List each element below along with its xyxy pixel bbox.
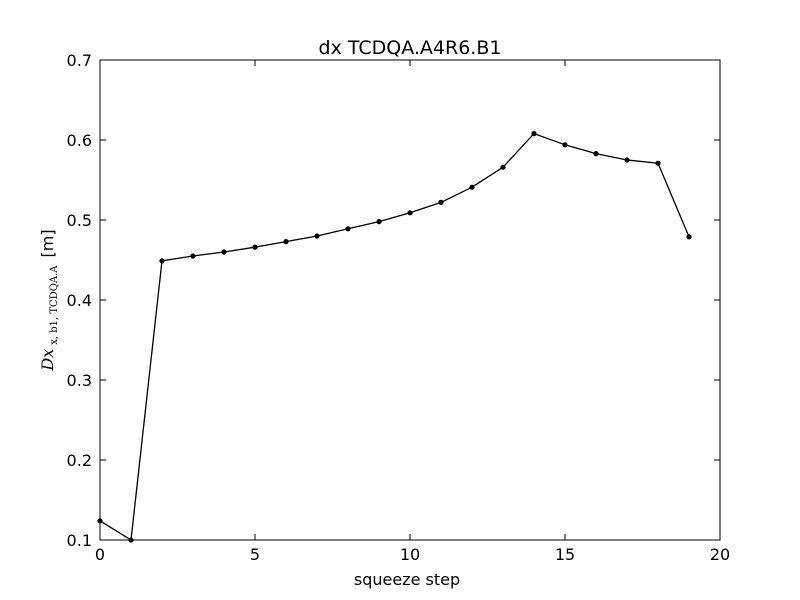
data-point [159, 258, 164, 263]
x-tick-label: 10 [400, 545, 420, 564]
y-axis-label-main: Dx [38, 349, 57, 372]
data-point [407, 210, 412, 215]
x-tick-label: 15 [555, 545, 575, 564]
data-point [469, 185, 474, 190]
y-tick-label: 0.6 [67, 131, 92, 150]
data-point [221, 249, 226, 254]
y-tick-label: 0.1 [67, 531, 92, 550]
x-tick-label: 20 [710, 545, 730, 564]
y-tick-label: 0.3 [67, 371, 92, 390]
y-tick-label: 0.5 [67, 211, 92, 230]
plot-area [100, 60, 720, 540]
data-point [562, 142, 567, 147]
data-point [283, 239, 288, 244]
data-point [593, 151, 598, 156]
y-axis-label-subscript: x, b1, TCDQA.A [49, 265, 60, 345]
data-point [376, 219, 381, 224]
data-point [686, 234, 691, 239]
data-point [190, 253, 195, 258]
data-point [655, 161, 660, 166]
data-point [500, 165, 505, 170]
chart-title: dx TCDQA.A4R6.B1 [319, 37, 502, 59]
y-tick-label: 0.4 [67, 291, 92, 310]
x-tick-label: 5 [250, 545, 260, 564]
data-point [314, 233, 319, 238]
data-point [252, 245, 257, 250]
x-tick-label: 0 [95, 545, 105, 564]
data-point [531, 131, 536, 136]
data-point [624, 157, 629, 162]
data-point [345, 226, 350, 231]
y-tick-label: 0.7 [67, 51, 92, 70]
data-point [438, 200, 443, 205]
y-axis-label-unit: [m] [38, 229, 57, 257]
x-axis-label: squeeze step [354, 570, 460, 589]
y-tick-label: 0.2 [67, 451, 92, 470]
